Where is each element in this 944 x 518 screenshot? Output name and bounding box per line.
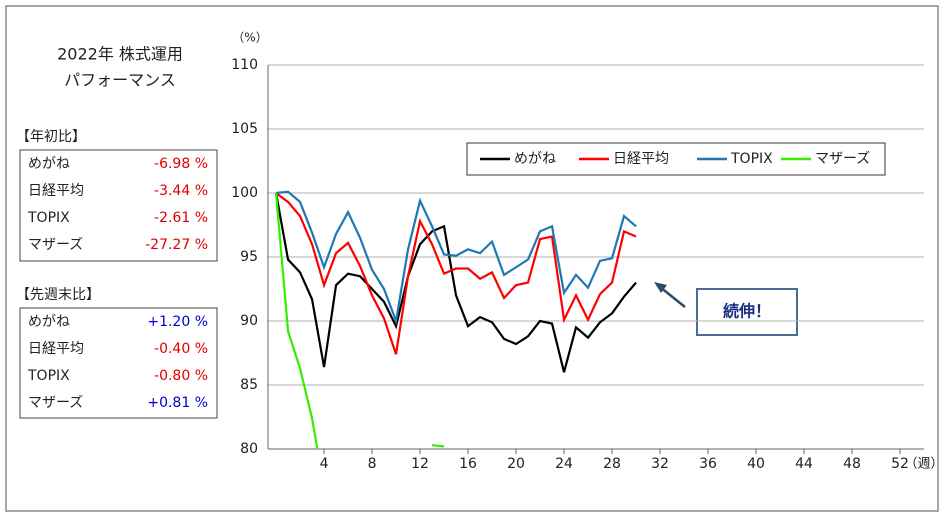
annotation-arrow — [659, 286, 686, 308]
row-name: TOPIX — [27, 210, 70, 226]
table-heading: 【年初比】 — [16, 128, 86, 145]
legend-label: めがね — [514, 151, 556, 167]
row-value: +0.81 % — [147, 395, 208, 411]
legend-frame — [466, 142, 886, 176]
table-frame — [19, 307, 218, 419]
table-frame — [19, 149, 218, 262]
x-tick-label: 44 — [795, 456, 813, 472]
legend-label: TOPIX — [730, 151, 773, 167]
x-tick-label: 52 — [891, 456, 909, 472]
plot-area — [274, 190, 637, 449]
y-axis-label: （%） — [232, 31, 267, 45]
x-tick-label: 32 — [651, 456, 669, 472]
x-tick-label: 8 — [368, 456, 377, 472]
x-tick-label: 36 — [699, 456, 717, 472]
series-line — [274, 192, 637, 373]
x-axis-label: （週） — [904, 457, 943, 472]
row-name: めがね — [28, 156, 70, 172]
row-name: TOPIX — [27, 368, 70, 384]
y-tick-label: 95 — [240, 249, 258, 265]
y-tick-label: 80 — [240, 441, 258, 457]
row-value: -0.80 % — [154, 368, 208, 384]
outer-frame — [5, 5, 939, 512]
y-tick-label: 85 — [240, 377, 258, 393]
x-tick-label: 12 — [411, 456, 429, 472]
x-tick-label: 20 — [507, 456, 525, 472]
title-line: 2022年 株式運用 — [57, 45, 183, 64]
annotation: 続伸！ — [723, 302, 771, 321]
y-tick-label: 100 — [231, 185, 258, 201]
series-line — [275, 190, 637, 326]
row-value: -0.40 % — [154, 341, 208, 357]
row-value: -3.44 % — [154, 183, 208, 199]
annotation-arrowhead — [654, 282, 667, 293]
x-tick-label: 48 — [843, 456, 861, 472]
y-tick-label: 90 — [240, 313, 258, 329]
row-name: マザーズ — [28, 237, 83, 253]
x-tick-label: 24 — [555, 456, 573, 472]
x-tick-label: 16 — [459, 456, 477, 472]
row-value: -2.61 % — [154, 210, 208, 226]
x-tick-label: 40 — [747, 456, 765, 472]
row-value: +1.20 % — [147, 314, 208, 330]
row-value: -6.98 % — [154, 156, 208, 172]
row-value: -27.27 % — [145, 237, 208, 253]
legend-label: 日経平均 — [613, 151, 669, 167]
row-name: めがね — [28, 314, 70, 330]
row-name: マザーズ — [28, 395, 83, 411]
x-tick-label: 4 — [320, 456, 329, 472]
title-line: パフォーマンス — [64, 71, 176, 90]
row-name: 日経平均 — [28, 341, 84, 357]
table-heading: 【先週末比】 — [16, 287, 100, 303]
y-tick-label: 105 — [231, 121, 258, 137]
x-tick-label: 28 — [603, 456, 621, 472]
series-line — [275, 192, 637, 355]
row-name: 日経平均 — [28, 183, 84, 199]
legend-label: マザーズ — [815, 151, 870, 167]
series-line — [274, 192, 445, 449]
annotation-box — [696, 288, 798, 336]
y-tick-label: 110 — [231, 57, 258, 73]
